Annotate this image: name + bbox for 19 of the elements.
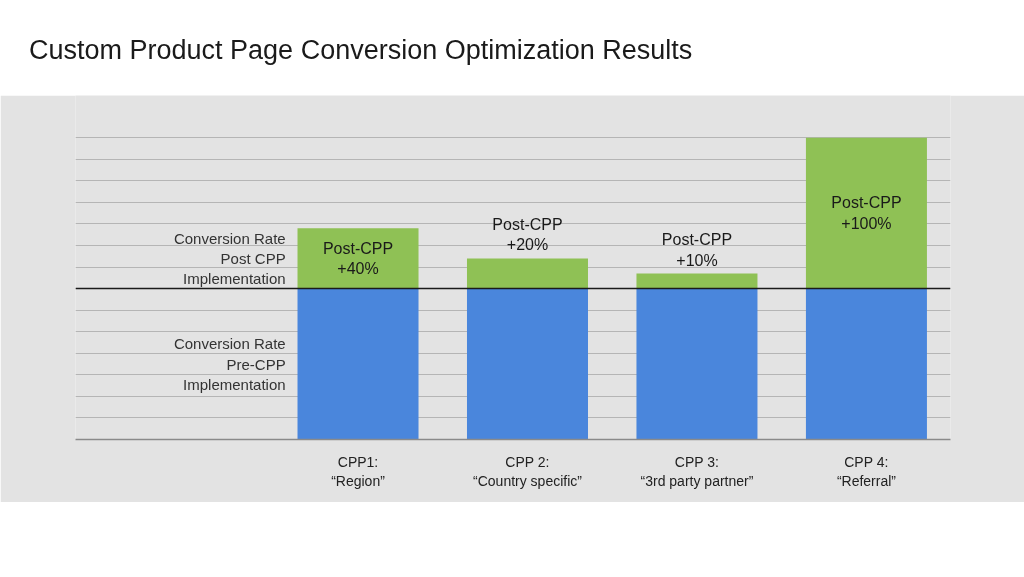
data-label: Post-CPP +40% [322, 239, 394, 278]
x-tick-label: CPP 3: “3rd party partner” [640, 453, 754, 489]
bar [466, 258, 588, 289]
bar [805, 137, 927, 289]
series-label: Conversion Rate Pre-CPP Implementation [173, 335, 286, 393]
series-label: Conversion Rate Post CPP Implementation [173, 229, 286, 288]
bar [636, 288, 758, 440]
bar [466, 288, 588, 440]
bar [297, 288, 419, 440]
x-tick-label: CPP 4: “Referral” [836, 453, 897, 489]
data-label: Post-CPP +100% [831, 194, 902, 232]
data-label: Post-CPP +20% [492, 216, 563, 254]
bar [805, 288, 927, 440]
x-tick-label: CPP 2: “Country specific” [473, 453, 583, 489]
data-label: Post-CPP +10% [661, 231, 733, 269]
bar [297, 228, 419, 289]
bar [636, 273, 758, 289]
chart-title: Custom Product Page Conversion Optimization Results [29, 34, 693, 67]
x-tick-label: CPP1: “Region” [331, 453, 386, 489]
